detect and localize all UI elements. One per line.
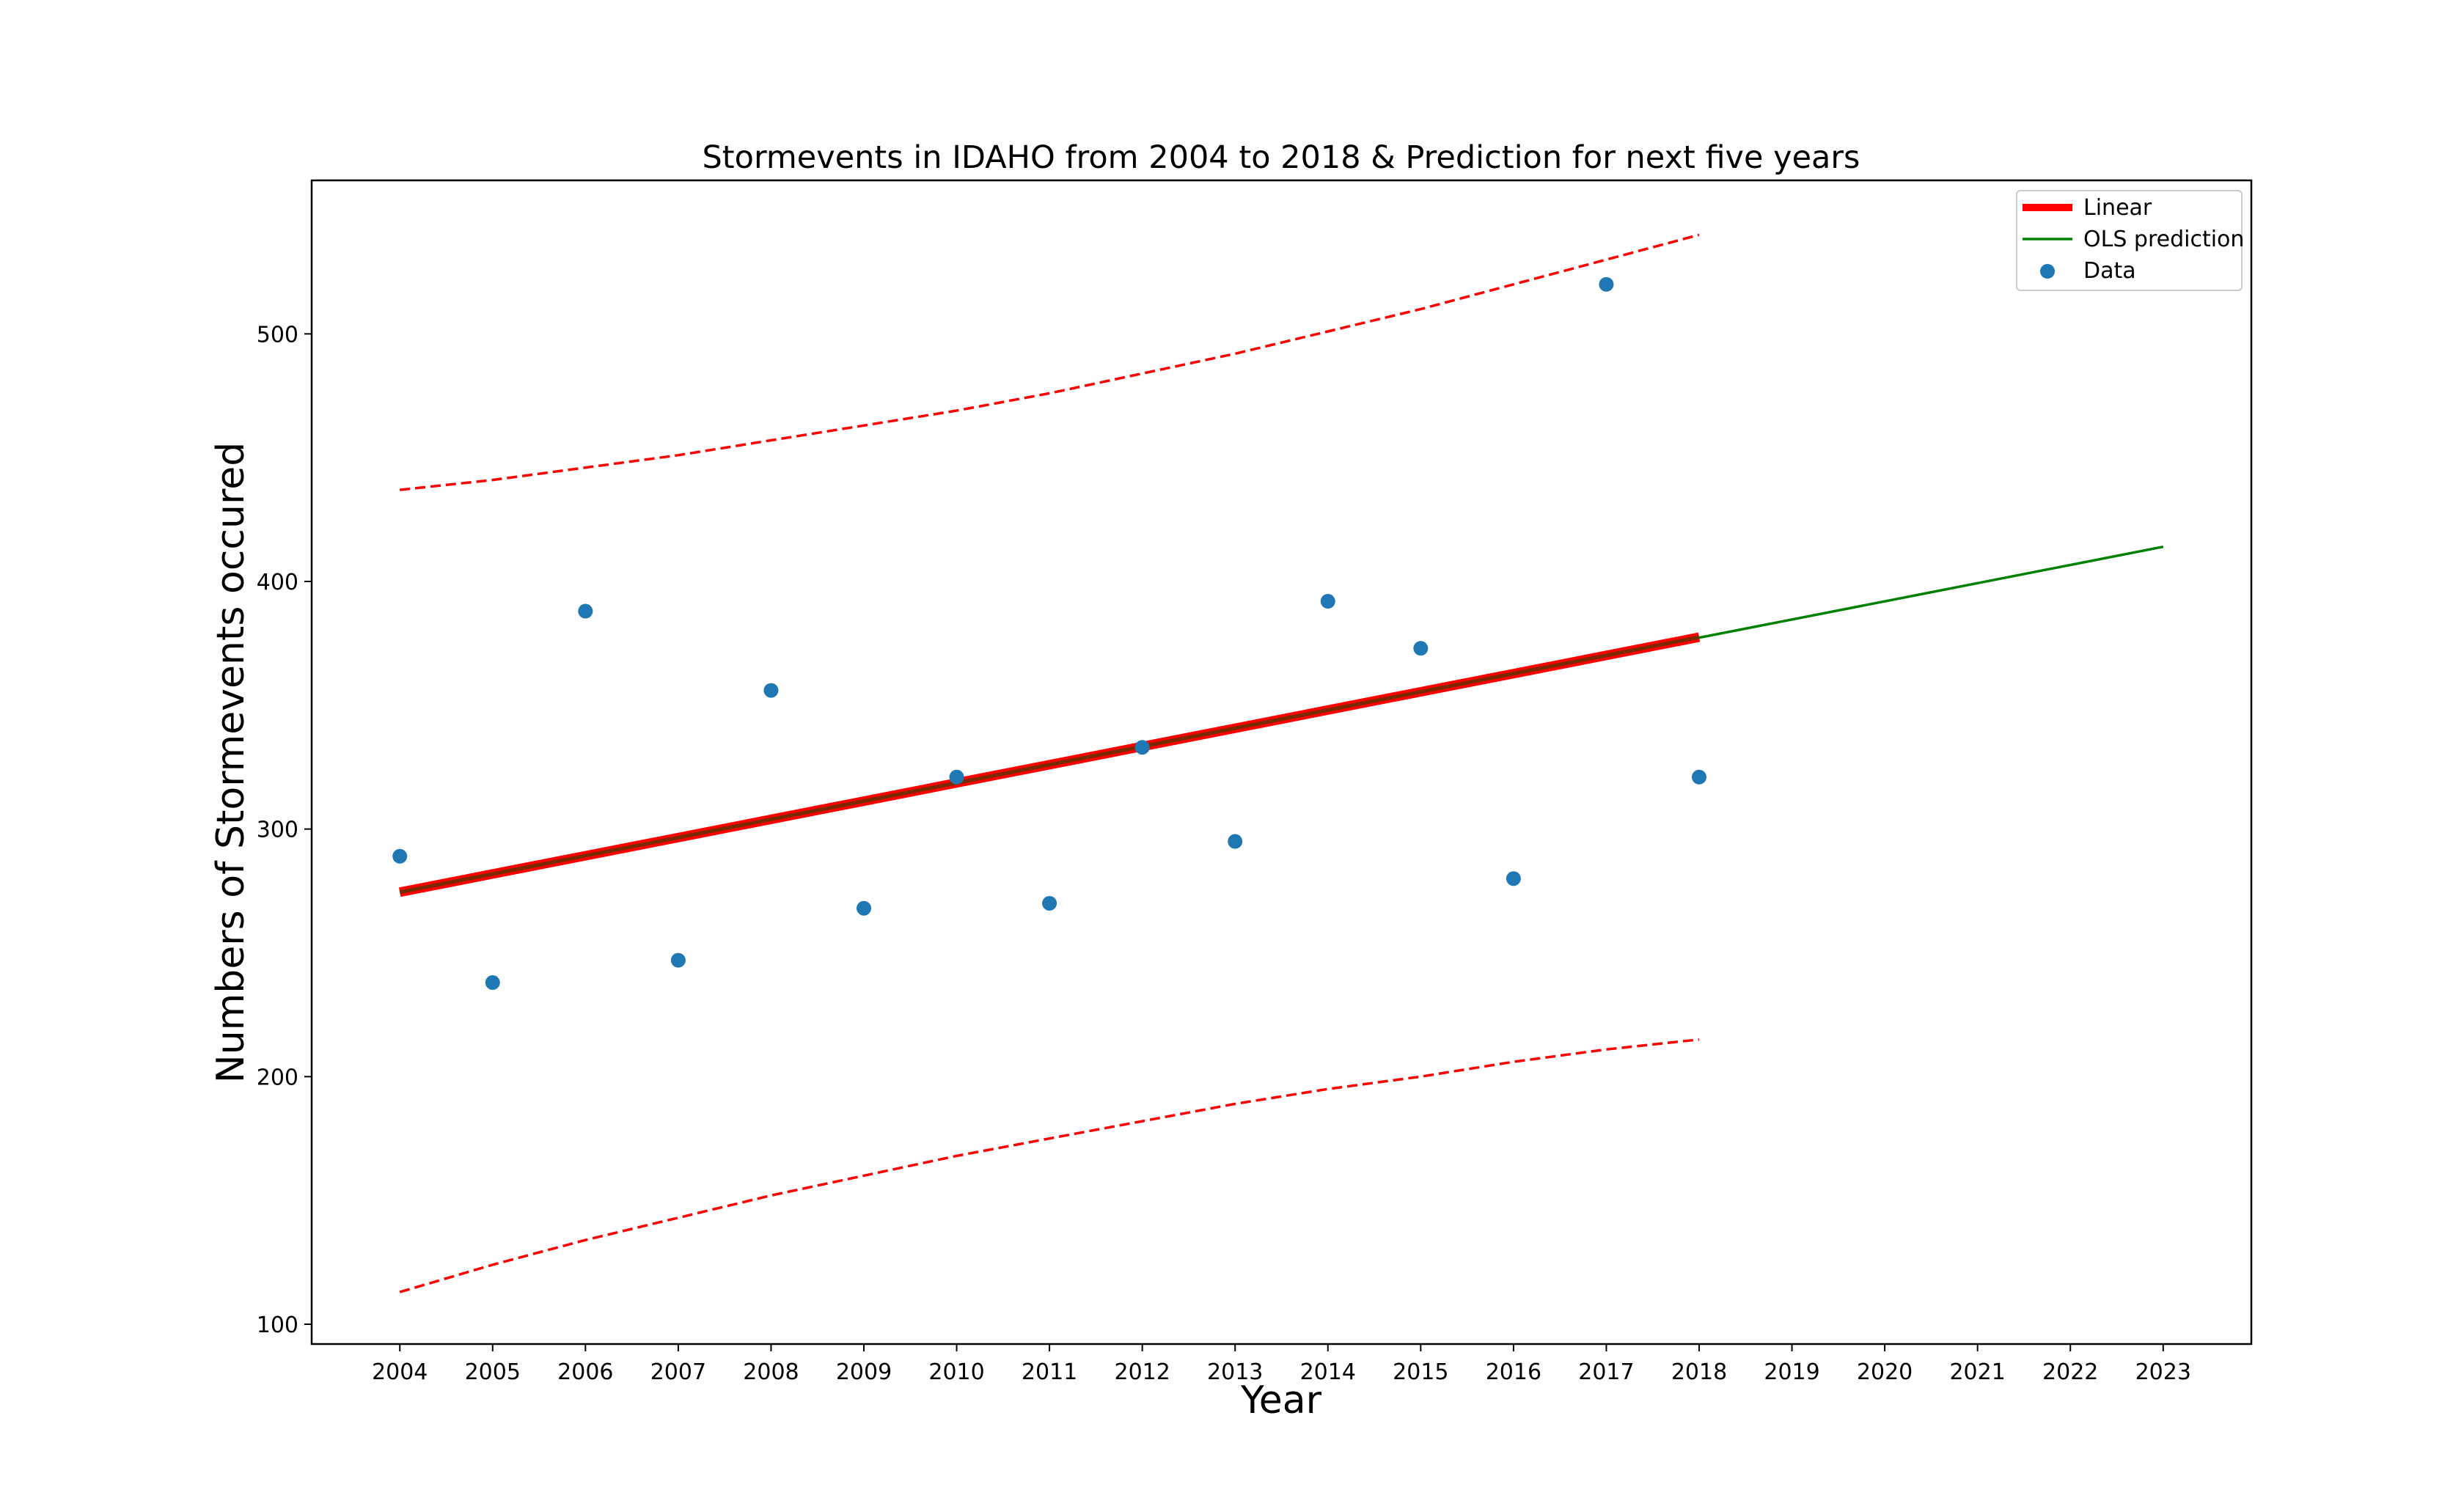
y-tick-label: 300	[257, 818, 298, 843]
ticks: 2004 2005 2006 2007 2008 2009 2010 2011 2012 2013…	[257, 322, 2191, 1385]
x-tick-label: 2020	[1857, 1359, 1913, 1385]
x-tick-label: 2013	[1207, 1359, 1263, 1385]
x-tick-label: 2014	[1300, 1359, 1356, 1385]
data-point	[670, 952, 686, 968]
x-tick-label: 2009	[836, 1359, 892, 1385]
fitted-line-overlay	[399, 635, 1700, 895]
y-axis-label: Numbers of Stormevents occured	[209, 442, 253, 1083]
x-tick-label: 2017	[1578, 1359, 1634, 1385]
y-tick-label: 400	[257, 570, 298, 595]
legend-marker-data	[2040, 264, 2055, 279]
x-tick-label: 2005	[465, 1359, 521, 1385]
x-tick-label: 2022	[2042, 1359, 2098, 1385]
x-tick-label: 2008	[743, 1359, 799, 1385]
x-tick-label: 2023	[2135, 1359, 2191, 1385]
x-tick-label: 2004	[372, 1359, 428, 1385]
confidence-band-line	[400, 233, 1700, 491]
x-tick-label: 2010	[928, 1359, 984, 1385]
data-point	[1691, 769, 1706, 785]
x-tick-label: 2021	[1949, 1359, 2005, 1385]
x-tick-label: 2011	[1022, 1359, 1077, 1385]
data-point	[1042, 895, 1057, 911]
data-point	[392, 848, 408, 864]
series-layer	[392, 233, 2164, 1293]
x-tick-label: 2007	[650, 1359, 706, 1385]
x-tick-label: 2006	[557, 1359, 613, 1385]
chart-title: Stormevents in IDAHO from 2004 to 2018 &…	[703, 139, 1860, 176]
data-point	[578, 603, 593, 619]
legend-label: Linear	[2083, 195, 2152, 221]
legend-label: Data	[2083, 258, 2136, 284]
data-point	[1413, 641, 1429, 656]
data-point	[857, 900, 872, 916]
data-point	[1599, 276, 1614, 292]
x-tick-label: 2018	[1671, 1359, 1727, 1385]
x-tick-label: 2019	[1764, 1359, 1819, 1385]
data-point	[949, 769, 964, 785]
x-tick-label: 2012	[1114, 1359, 1170, 1385]
legend-box	[2016, 190, 2243, 291]
data-point	[763, 683, 779, 698]
x-tick-label: 2015	[1393, 1359, 1448, 1385]
plot-frame	[310, 179, 2253, 1345]
x-axis-label: Year	[1240, 1378, 1322, 1422]
legend: Linear OLS prediction Data	[2016, 190, 2244, 291]
data-point	[485, 975, 500, 991]
y-tick-label: 500	[257, 322, 298, 348]
data-point	[1134, 740, 1150, 755]
plot-area: 2004 2005 2006 2007 2008 2009 2010 2011 2012 2013…	[257, 179, 2253, 1385]
y-tick-label: 200	[257, 1065, 298, 1090]
data-point	[1228, 834, 1243, 849]
data-point	[1320, 594, 1335, 609]
confidence-band-line	[399, 1038, 1700, 1293]
y-tick-label: 100	[257, 1312, 298, 1338]
x-tick-label: 2016	[1486, 1359, 1541, 1385]
data-point	[1506, 871, 1521, 886]
legend-label: OLS prediction	[2083, 227, 2244, 252]
